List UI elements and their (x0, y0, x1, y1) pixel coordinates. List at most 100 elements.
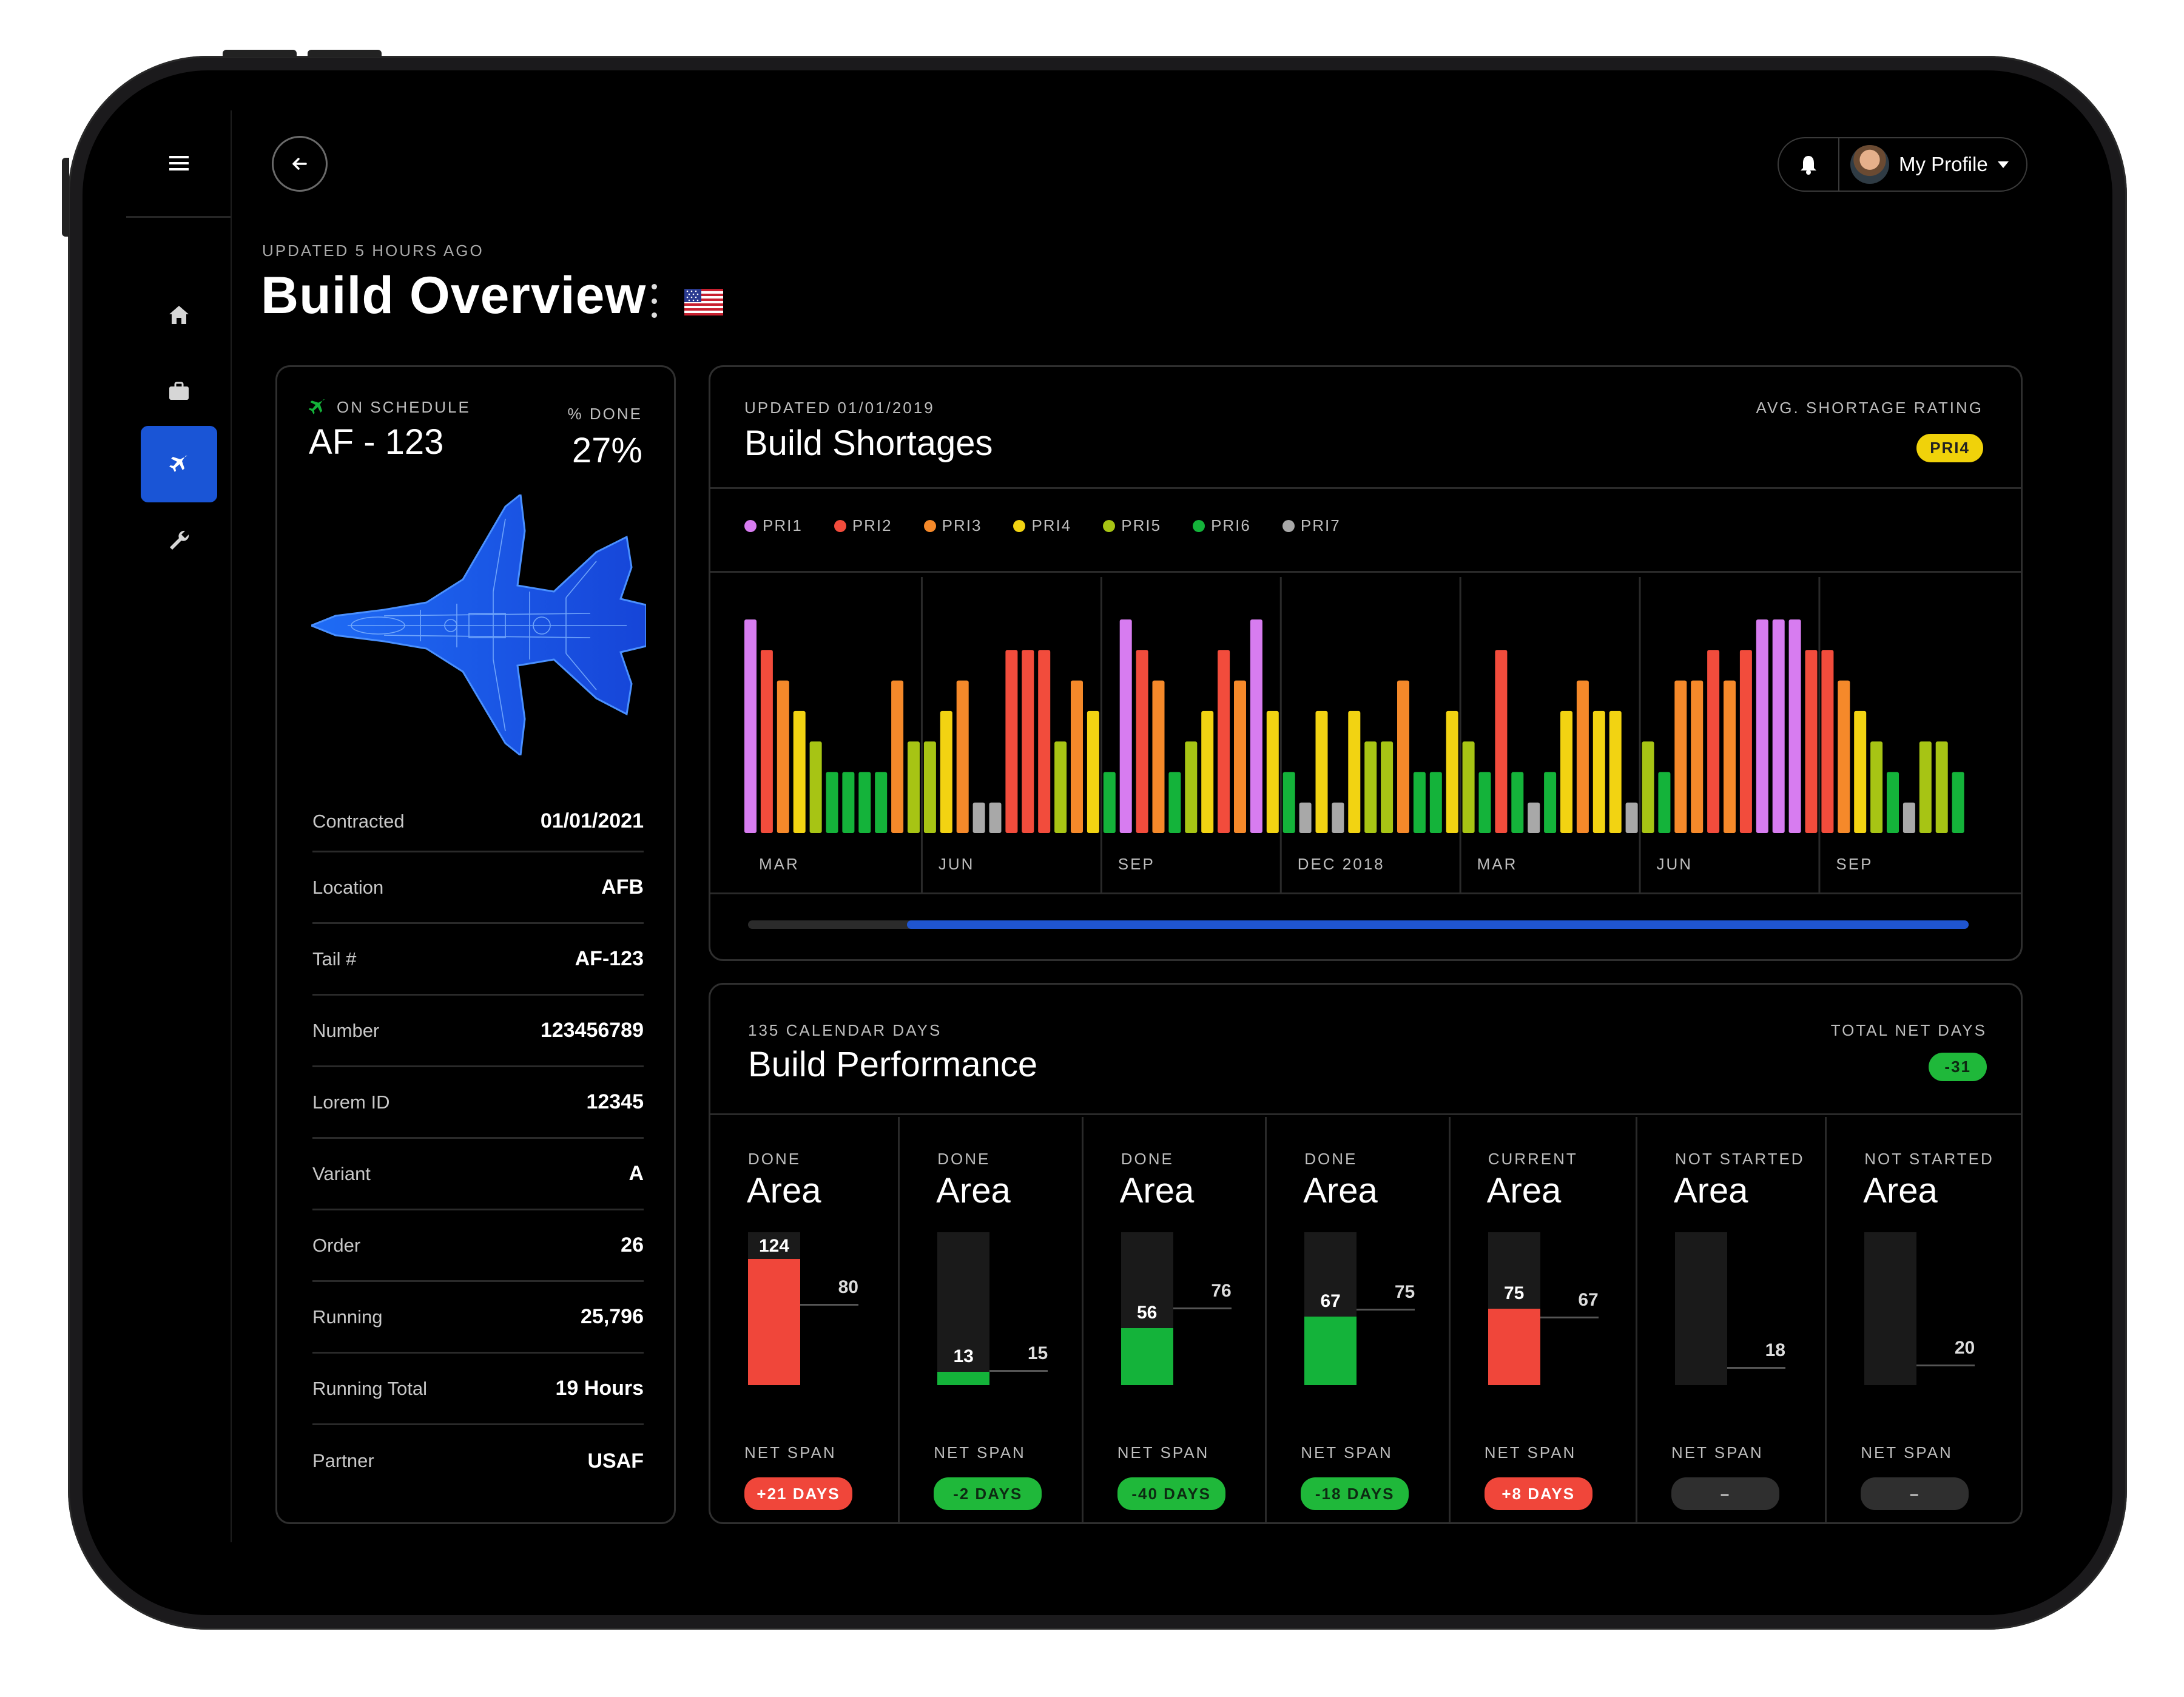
sidebar-item-aircraft[interactable] (141, 426, 217, 502)
chart-bar[interactable] (1315, 710, 1328, 833)
chart-bar[interactable] (1413, 772, 1426, 833)
chart-bar[interactable] (1691, 680, 1704, 833)
menu-button[interactable] (141, 125, 217, 201)
chart-bar[interactable] (1364, 741, 1377, 833)
performance-area-column[interactable]: DONE Area 124 80 NET SPAN +21 DAYS (710, 1117, 900, 1522)
chart-bar[interactable] (760, 650, 773, 833)
chart-bar[interactable] (1805, 650, 1818, 833)
performance-area-column[interactable]: NOT STARTED Area 18 NET SPAN – (1637, 1117, 1827, 1522)
chart-bar[interactable] (1234, 680, 1246, 833)
legend-item-pri2[interactable]: PRI2 (834, 516, 892, 535)
chart-bar[interactable] (1658, 772, 1671, 833)
chart-bar[interactable] (1838, 680, 1850, 833)
chart-scrollbar[interactable] (748, 920, 1969, 929)
performance-area-column[interactable]: DONE Area 67 75 NET SPAN -18 DAYS (1267, 1117, 1451, 1522)
chart-bar[interactable] (891, 680, 904, 833)
chart-bar[interactable] (908, 741, 920, 833)
legend-item-pri5[interactable]: PRI5 (1103, 516, 1161, 535)
chart-bar[interactable] (1592, 710, 1605, 833)
legend-item-pri4[interactable]: PRI4 (1013, 516, 1071, 535)
profile-menu-button[interactable]: My Profile (1839, 145, 2026, 184)
chart-bar[interactable] (1674, 680, 1687, 833)
chart-bar[interactable] (1739, 650, 1752, 833)
chart-bar[interactable] (1642, 741, 1654, 833)
chart-bar[interactable] (1218, 650, 1230, 833)
more-options-icon[interactable] (650, 284, 658, 318)
performance-area-column[interactable]: CURRENT Area 75 67 NET SPAN +8 DAYS (1451, 1117, 1637, 1522)
chart-bar[interactable] (1903, 802, 1915, 833)
chart-bar[interactable] (826, 772, 838, 833)
chart-bar[interactable] (1266, 710, 1279, 833)
chart-bar[interactable] (1724, 680, 1736, 833)
chart-bar[interactable] (923, 741, 936, 833)
chart-bar[interactable] (1038, 650, 1051, 833)
chart-bar[interactable] (1756, 619, 1768, 833)
legend-item-pri6[interactable]: PRI6 (1193, 516, 1251, 535)
chart-bar[interactable] (1935, 741, 1948, 833)
chart-bar[interactable] (956, 680, 969, 833)
sidebar-item-tools[interactable] (141, 502, 217, 579)
chart-bar[interactable] (989, 802, 1002, 833)
chart-bar[interactable] (1919, 741, 1932, 833)
chart-bar[interactable] (1168, 772, 1181, 833)
chart-bar[interactable] (842, 772, 855, 833)
chart-bar[interactable] (1022, 650, 1034, 833)
chart-bar[interactable] (777, 680, 789, 833)
chart-bar[interactable] (1462, 741, 1475, 833)
chart-bar[interactable] (875, 772, 888, 833)
chart-bar[interactable] (744, 619, 757, 833)
chart-bar[interactable] (1136, 650, 1148, 833)
chart-bar[interactable] (1821, 650, 1834, 833)
chart-bar[interactable] (1201, 710, 1214, 833)
chart-bar[interactable] (1054, 741, 1067, 833)
legend-item-pri1[interactable]: PRI1 (744, 516, 803, 535)
chart-bar[interactable] (1397, 680, 1409, 833)
chart-bar[interactable] (1446, 710, 1458, 833)
chart-bar[interactable] (1381, 741, 1394, 833)
chart-bar[interactable] (1071, 680, 1083, 833)
chart-bar[interactable] (1952, 772, 1964, 833)
performance-area-column[interactable]: DONE Area 13 15 NET SPAN -2 DAYS (900, 1117, 1084, 1522)
chart-bar[interactable] (1544, 772, 1557, 833)
chart-bar[interactable] (809, 741, 822, 833)
chart-bar[interactable] (1087, 710, 1099, 833)
chart-bar[interactable] (1429, 772, 1442, 833)
chart-bar[interactable] (858, 772, 871, 833)
chart-bar[interactable] (1495, 650, 1508, 833)
sidebar-item-briefcase[interactable] (141, 353, 217, 430)
chart-bar[interactable] (1887, 772, 1899, 833)
chart-bar[interactable] (1560, 710, 1572, 833)
chart-bar[interactable] (1788, 619, 1801, 833)
chart-bar[interactable] (1299, 802, 1312, 833)
chart-bar[interactable] (1185, 741, 1198, 833)
notifications-button[interactable] (1779, 138, 1839, 191)
chart-bar[interactable] (1854, 710, 1867, 833)
chart-bar[interactable] (1511, 772, 1524, 833)
back-button[interactable] (272, 136, 328, 192)
chart-bar[interactable] (972, 802, 985, 833)
chart-bar[interactable] (1625, 802, 1638, 833)
chart-bar[interactable] (1772, 619, 1785, 833)
chart-bar[interactable] (1870, 741, 1883, 833)
legend-item-pri7[interactable]: PRI7 (1282, 516, 1341, 535)
legend-item-pri3[interactable]: PRI3 (923, 516, 982, 535)
chart-bar[interactable] (940, 710, 952, 833)
sidebar-item-home[interactable] (141, 277, 217, 353)
chart-bar[interactable] (1103, 772, 1116, 833)
performance-area-column[interactable]: NOT STARTED Area 20 NET SPAN – (1827, 1117, 2021, 1522)
chart-bar[interactable] (1576, 680, 1589, 833)
chart-bar[interactable] (1609, 710, 1622, 833)
chart-bar[interactable] (1250, 619, 1262, 833)
chart-bar[interactable] (1152, 680, 1165, 833)
chart-bar[interactable] (793, 710, 806, 833)
chart-scrollbar-thumb[interactable] (906, 920, 1969, 929)
chart-bar[interactable] (1528, 802, 1540, 833)
chart-bar[interactable] (1707, 650, 1720, 833)
chart-bar[interactable] (1282, 772, 1295, 833)
chart-bar[interactable] (1348, 710, 1361, 833)
performance-area-column[interactable]: DONE Area 56 76 NET SPAN -40 DAYS (1084, 1117, 1267, 1522)
chart-bar[interactable] (1119, 619, 1132, 833)
chart-bar[interactable] (1478, 772, 1491, 833)
chart-bar[interactable] (1332, 802, 1344, 833)
chart-bar[interactable] (1005, 650, 1018, 833)
